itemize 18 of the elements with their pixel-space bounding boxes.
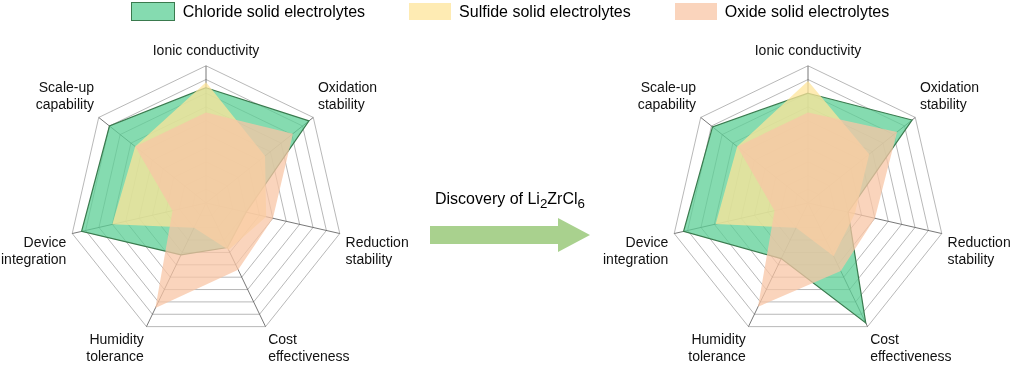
spoke-label: Scale-up capability	[35, 79, 95, 113]
spoke-label: Ionic conductivity	[754, 42, 862, 59]
spoke-label: Reduction stability	[947, 234, 1011, 267]
spoke-label: Cost effectiveness	[870, 331, 952, 365]
legend-label: Oxide solid electrolytes	[724, 2, 890, 21]
spoke-label: Scale-up capability	[637, 79, 697, 113]
spoke-label: Oxidation stability	[919, 79, 980, 113]
spoke-label: Humidity tolerance	[688, 331, 747, 365]
legend-label: Sulfide solid electrolytes	[459, 2, 631, 21]
text: Discovery of Li$_{2}$ZrCl$_{6}$	[434, 190, 586, 212]
spoke-label: Device integration	[602, 234, 669, 267]
spoke-label: Oxidation stability	[317, 79, 378, 113]
spoke-label: Reduction stability	[345, 234, 409, 267]
spoke-label: Device integration	[0, 234, 67, 267]
spoke-label: Cost effectiveness	[268, 331, 350, 365]
spoke-label: Humidity tolerance	[86, 331, 145, 365]
legend-label: Chloride solid electrolytes	[182, 2, 366, 21]
spoke-label: Ionic conductivity	[152, 42, 260, 59]
